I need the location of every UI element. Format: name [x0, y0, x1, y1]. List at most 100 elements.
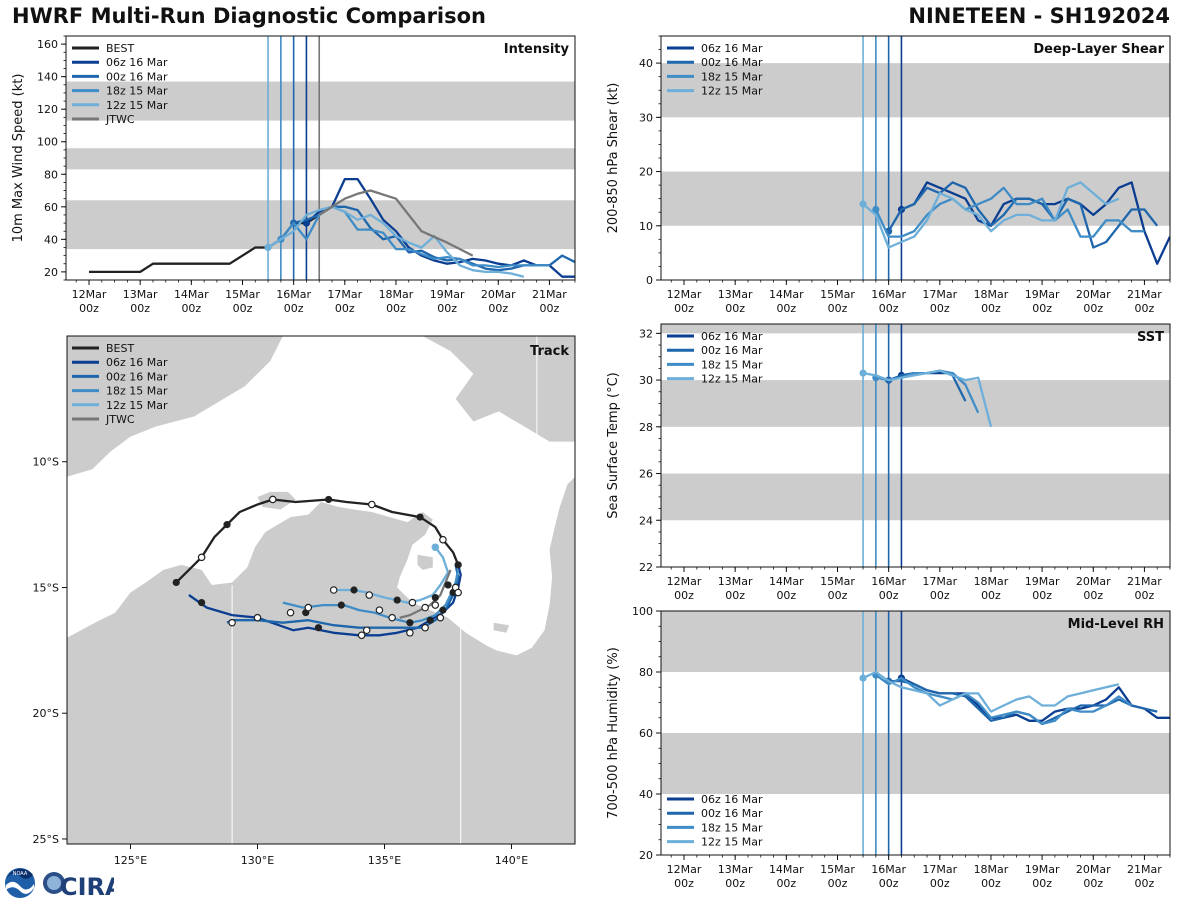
- track-marker-open: [375, 606, 384, 614]
- track-series-06z-16-mar: [188, 564, 462, 637]
- intensity-xtick-label-hour: 00z: [386, 302, 406, 315]
- shear-ytick-label: 20: [639, 166, 653, 179]
- intensity-ytick-label: 60: [44, 201, 58, 214]
- noaa-emblem-icon: NOAA CIRA: [5, 868, 124, 901]
- intensity-ytick-label: 120: [37, 103, 58, 116]
- rh-xtick-label-hour: 00z: [879, 877, 899, 890]
- rh-series-12z-15-mar: [862, 670, 1120, 713]
- shear-ylabel: 200-850 hPa Shear (kt): [606, 83, 621, 234]
- shear-xtick-label-hour: 00z: [879, 302, 899, 315]
- intensity-xtick-label-day: 14Mar: [174, 288, 209, 301]
- shear-xtick-label-day: 15Mar: [820, 288, 855, 301]
- track-marker-filled: [431, 593, 439, 602]
- intensity-xtick-label-day: 15Mar: [225, 288, 260, 301]
- shear-series-18z-15-mar: [874, 186, 1145, 238]
- rh-xtick-label-hour: 00z: [674, 877, 694, 890]
- track-panel: 125°E 130°E 135°E 140°E 10°S 15°S 20°S 25°S Trac…: [33, 335, 576, 867]
- rh-xtick-label-hour: 00z: [725, 877, 745, 890]
- sst-xtick-label-day: 21Mar: [1127, 575, 1162, 588]
- track-marker-open: [367, 500, 376, 509]
- rh-xtick-label-day: 13Mar: [718, 863, 753, 876]
- intensity-panel: 2040608010012014016012Mar00z13Mar00z14Ma…: [11, 35, 576, 315]
- shear-xtick-label-day: 21Mar: [1127, 288, 1162, 301]
- track-ytick-label: 20°S: [33, 707, 59, 720]
- track-marker-open: [268, 495, 277, 504]
- track-marker-open: [454, 588, 462, 597]
- shear-ytick-label: 10: [639, 220, 653, 233]
- track-marker-open: [436, 613, 445, 622]
- track-marker-open: [357, 631, 366, 640]
- track-marker-filled: [406, 619, 414, 627]
- sst-xtick-label-day: 16Mar: [871, 575, 906, 588]
- intensity-band-0: [66, 200, 575, 250]
- track-marker-open: [431, 601, 440, 609]
- intensity-xtick-label-day: 16Mar: [276, 288, 311, 301]
- shear-legend-label: 12z 15 Mar: [701, 85, 763, 98]
- rh-ytick-label: 40: [639, 788, 653, 801]
- shear-ytick-label: 0: [646, 274, 653, 287]
- sst-xtick-label-day: 12Mar: [667, 575, 702, 588]
- land-new-guinea: [308, 336, 575, 442]
- shear-xtick-label-day: 17Mar: [922, 288, 957, 301]
- track-xtick-label: 125°E: [114, 854, 147, 867]
- shear-xtick-label-hour: 00z: [776, 302, 796, 315]
- shear-xtick-label-hour: 00z: [1083, 302, 1103, 315]
- shear-xtick-label-day: 13Mar: [718, 288, 753, 301]
- intensity-xtick-label-hour: 00z: [488, 302, 508, 315]
- sst-ytick-label: 24: [639, 514, 653, 527]
- shear-panel: 01020304012Mar00z13Mar00z14Mar00z15Mar00…: [606, 35, 1171, 315]
- track-marker-open: [329, 586, 338, 594]
- shear-init-dot-12z-15-mar: [859, 200, 867, 208]
- sst-band-0: [661, 473, 1170, 521]
- land-australia: [67, 476, 575, 844]
- track-marker-start: [431, 543, 440, 552]
- track-marker-open: [304, 603, 313, 612]
- track-legend-label: 12z 15 Mar: [106, 399, 168, 412]
- sst-legend-label: 18z 15 Mar: [701, 358, 763, 371]
- rh-legend-label: 06z 16 Mar: [701, 793, 763, 806]
- track-legend-label: BEST: [106, 342, 134, 355]
- rh-band-1: [661, 611, 1170, 672]
- sst-xtick-label-day: 14Mar: [769, 575, 804, 588]
- track-marker-filled: [350, 586, 358, 594]
- shear-band-0: [661, 171, 1170, 226]
- rh-series-06z-16-mar: [900, 677, 1170, 722]
- sst-xtick-label-hour: 00z: [981, 589, 1001, 602]
- sst-panel: 22242628303212Mar00z13Mar00z14Mar00z15Ma…: [606, 323, 1171, 602]
- sst-xtick-label-hour: 00z: [828, 589, 848, 602]
- track-marker-open: [362, 626, 371, 635]
- track-marker-filled: [198, 598, 206, 607]
- rh-panel-title: Mid-Level RH: [1068, 617, 1164, 632]
- shear-xtick-label-hour: 00z: [981, 302, 1001, 315]
- rh-xtick-label-day: 14Mar: [769, 863, 804, 876]
- track-marker-open: [421, 623, 429, 632]
- track-xtick-label: 130°E: [241, 854, 274, 867]
- sst-xtick-label-day: 15Mar: [820, 575, 855, 588]
- track-series-best: [175, 498, 460, 584]
- track-marker-filled: [426, 616, 434, 624]
- rh-series-group: [859, 670, 1170, 726]
- shear-legend-label: 18z 15 Mar: [701, 70, 763, 83]
- intensity-series-group: [89, 177, 575, 278]
- shear-init-dot-18z-15-mar: [872, 205, 880, 214]
- intensity-ytick-label: 40: [44, 233, 58, 246]
- sst-panel-title: SST: [1137, 330, 1164, 345]
- track-marker-open: [439, 535, 447, 544]
- sst-xtick-label-day: 20Mar: [1076, 575, 1111, 588]
- intensity-ytick-label: 100: [37, 136, 58, 149]
- intensity-ytick-label: 140: [37, 71, 58, 84]
- rh-xtick-label-hour: 00z: [1135, 877, 1155, 890]
- intensity-xtick-label-hour: 00z: [79, 302, 99, 315]
- figure-title: HWRF Multi-Run Diagnostic Comparison: [12, 4, 487, 28]
- sst-legend-label: 06z 16 Mar: [701, 330, 763, 343]
- rh-xtick-label-hour: 00z: [1032, 877, 1052, 890]
- rh-ytick-label: 20: [639, 849, 653, 862]
- sst-ytick-label: 32: [639, 327, 653, 340]
- shear-xtick-label-day: 16Mar: [871, 288, 906, 301]
- track-marker-filled: [223, 521, 231, 529]
- sst-band-1: [661, 380, 1170, 427]
- intensity-xtick-label-day: 17Mar: [327, 288, 362, 301]
- sst-xtick-label-hour: 00z: [930, 589, 950, 602]
- sst-xtick-label-hour: 00z: [776, 589, 796, 602]
